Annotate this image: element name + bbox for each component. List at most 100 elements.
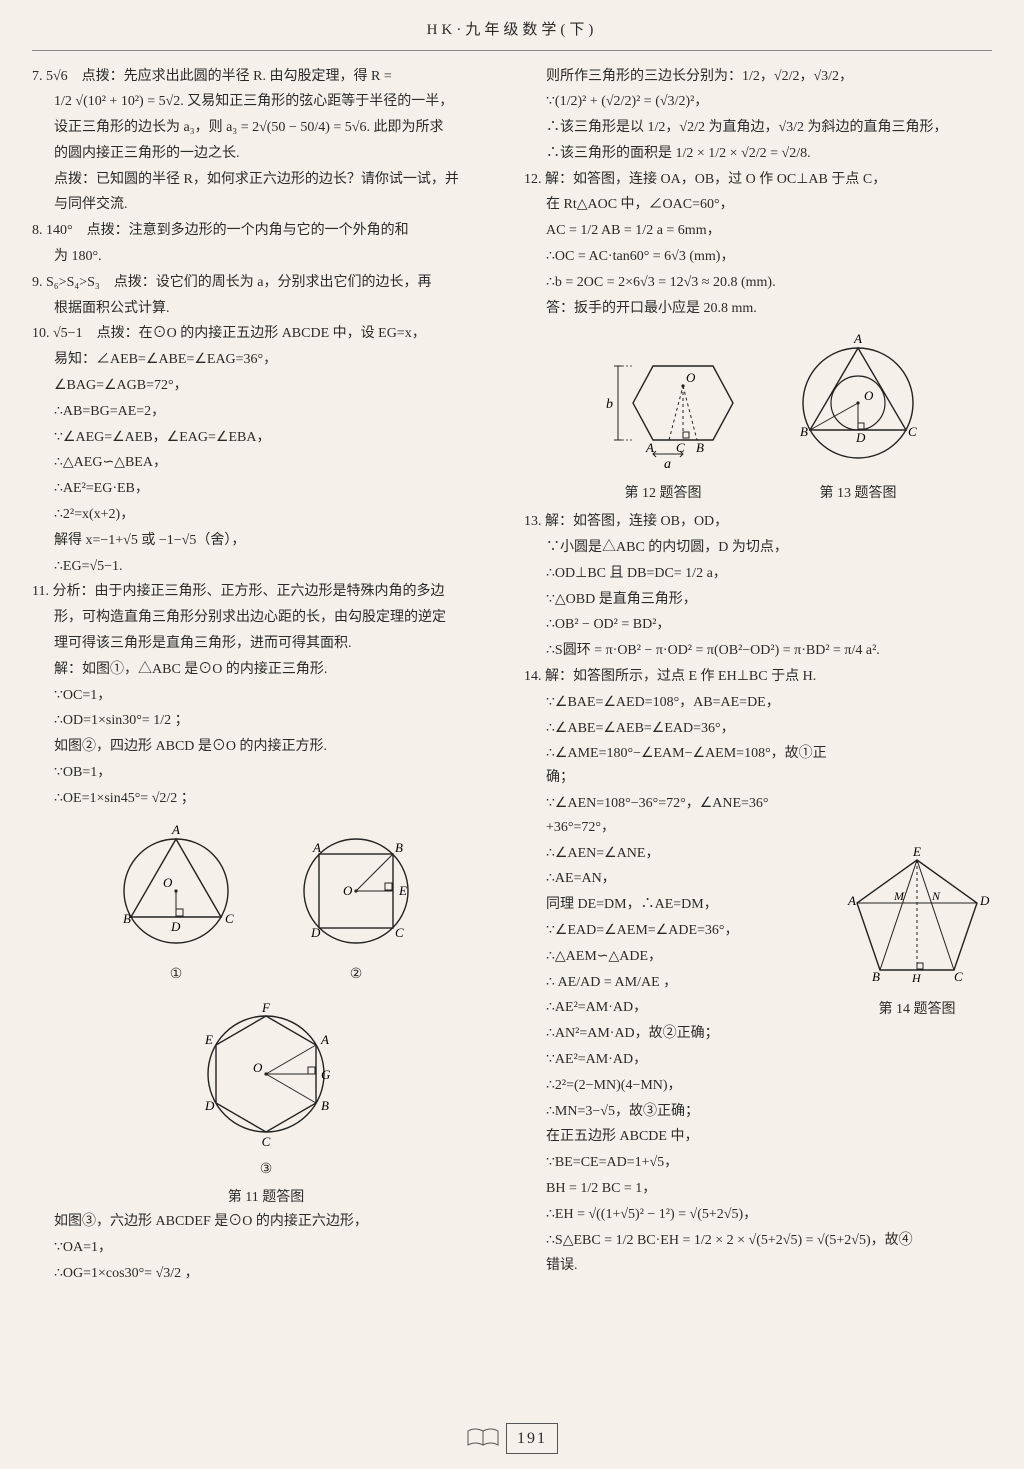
page-footer: 191 — [0, 1423, 1024, 1457]
svg-text:O: O — [163, 875, 173, 890]
q11-l7: 如图②，四边形 ABCD 是⊙O 的内接正方形. — [32, 735, 500, 759]
q12-l5: ∴b = 2OC = 2×6√3 = 12√3 ≈ 20.8 (mm). — [524, 271, 992, 295]
pre-l3: ∴该三角形是以 1/2，√2/2 为直角边，√3/2 为斜边的直角三角形， — [524, 116, 992, 140]
fig1-caption: ① — [101, 963, 251, 987]
pre-l4: ∴该三角形的面积是 1/2 × 1/2 × √2/2 = √2/8. — [524, 142, 992, 166]
content-columns: 7. 5√6 点拨：先应求出此圆的半径 R. 由勾股定理，得 R = 1/2 √… — [32, 65, 992, 1288]
svg-text:C: C — [676, 440, 685, 455]
fig3-caption: ③ — [181, 1158, 351, 1182]
q11-l4: 解：如图①，△ABC 是⊙O 的内接正三角形. — [32, 658, 500, 682]
q10-l4: ∴AB=BG=AE=2， — [32, 400, 500, 424]
svg-text:B: B — [395, 840, 403, 855]
q11-l12: ∴OG=1×cos30°= √3/2 ， — [32, 1262, 500, 1286]
q14-l1: 14. 解：如答图所示，过点 E 作 EH⊥BC 于点 H. — [524, 665, 832, 689]
q14-l16: ∴MN=3−√5，故③正确； — [524, 1100, 832, 1124]
q10-l9: 解得 x=−1+√5 或 −1−√5（舍）， — [32, 529, 500, 553]
svg-text:B: B — [696, 440, 704, 455]
q14-l14: ∵AE²=AM·AD， — [524, 1048, 832, 1072]
svg-text:A: A — [847, 893, 856, 908]
q8-l2: 为 180°. — [32, 245, 500, 269]
q11-l10: 如图③，六边形 ABCDEF 是⊙O 的内接正六边形， — [32, 1210, 500, 1234]
left-column: 7. 5√6 点拨：先应求出此圆的半径 R. 由勾股定理，得 R = 1/2 √… — [32, 65, 500, 1288]
q11-l8: ∵OB=1， — [32, 761, 500, 785]
q11-l9: ∴OE=1×sin45°= √2/2 ； — [32, 787, 500, 811]
q14-l18: ∵BE=CE=AD=1+√5， — [524, 1151, 992, 1175]
q11-l6: ∴OD=1×sin30°= 1/2 ； — [32, 709, 500, 733]
fig-pentagon: E A D B C M N H — [842, 845, 992, 985]
fig-circle-square: A B E C D O ② — [281, 819, 431, 987]
q8-l1: 8. 140° 点拨：注意到多边形的一个内角与它的一个外角的和 — [32, 219, 500, 243]
fig-row-r1: b a O A B C 第 12 题答图 — [524, 328, 992, 506]
svg-text:a: a — [664, 457, 671, 472]
q10-l10: ∴EG=√5−1. — [32, 555, 500, 579]
q14-l5: ∵∠AEN=108°−36°=72°，∠ANE=36°+36°=72°， — [524, 792, 832, 840]
q7-l6: 与同伴交流. — [32, 193, 500, 217]
right-column: 则所作三角形的三边长分别为：1/2，√2/2，√3/2， ∵(1/2)² + (… — [524, 65, 992, 1288]
svg-text:C: C — [954, 969, 963, 984]
svg-text:N: N — [931, 889, 941, 903]
q11-l1: 11. 分析：由于内接正三角形、正方形、正六边形是特殊内角的多边 — [32, 580, 500, 604]
q14-l15: ∴2²=(2−MN)(4−MN)， — [524, 1074, 832, 1098]
fig-row-1: A B C D O ① A B E — [32, 819, 500, 987]
q7-l1: 7. 5√6 点拨：先应求出此圆的半径 R. 由勾股定理，得 R = — [32, 65, 500, 89]
fig-hexagon-measure: b a O A B C 第 12 题答图 — [578, 328, 748, 506]
q7-l4: 的圆内接正三角形的一边之长. — [32, 142, 500, 166]
q11-l3: 理可得该三角形是直角三角形，进而可得其面积. — [32, 632, 500, 656]
q9-l1: 9. S₆>S₄>S₃ 点拨：设它们的周长为 a，分别求出它们的边长，再 — [32, 271, 500, 295]
q14-l11: ∴ AE/AD = AM/AE ， — [524, 971, 832, 995]
q14-l10: ∴△AEM∽△ADE， — [524, 945, 832, 969]
svg-text:O: O — [864, 388, 874, 403]
q10-l8: ∴2²=x(x+2)， — [32, 503, 500, 527]
svg-text:D: D — [979, 893, 990, 908]
svg-text:D: D — [855, 430, 866, 445]
fig12-caption: 第 12 题答图 — [578, 482, 748, 506]
svg-text:E: E — [912, 845, 921, 859]
fig-row-2: F A G B C D E O ③ — [32, 994, 500, 1182]
book-icon — [466, 1428, 500, 1448]
q14-l12: ∴AE²=AM·AD， — [524, 996, 832, 1020]
q13-l2: ∵小圆是△ABC 的内切圆，D 为切点， — [524, 536, 992, 560]
q11-l5: ∵OC=1， — [32, 684, 500, 708]
fig-triangle-two-circles: A B C D O 第 13 题答图 — [778, 328, 938, 506]
svg-text:M: M — [893, 889, 905, 903]
q13-l3: ∴OD⊥BC 且 DB=DC= 1/2 a， — [524, 562, 992, 586]
q10-l2: 易知：∠AEB=∠ABE=∠EAG=36°， — [32, 348, 500, 372]
q12-l6: 答：扳手的开口最小应是 20.8 mm. — [524, 297, 992, 321]
fig-pentagon-block: E A D B C M N H 第 14 题答图 — [842, 665, 992, 1125]
svg-text:A: A — [853, 331, 862, 346]
q11-figcap: 第 11 题答图 — [32, 1186, 500, 1210]
q9-l2: 根据面积公式计算. — [32, 297, 500, 321]
fig13-caption: 第 13 题答图 — [778, 482, 938, 506]
svg-text:G: G — [321, 1067, 331, 1082]
q10-l7: ∴AE²=EG·EB， — [32, 477, 500, 501]
svg-text:D: D — [170, 919, 181, 934]
q7-l3: 设正三角形的边长为 a₃，则 a₃ = 2√(50 − 50/4) = 5√6.… — [32, 116, 500, 140]
svg-text:E: E — [204, 1032, 213, 1047]
q14-l2: ∵∠BAE=∠AED=108°，AB=AE=DE， — [524, 691, 832, 715]
q12-l4: ∴OC = AC·tan60° = 6√3 (mm)， — [524, 245, 992, 269]
svg-text:B: B — [800, 424, 808, 439]
q7-l2: 1/2 √(10² + 10²) = 5√2. 又易知正三角形的弦心距等于半径的… — [32, 90, 500, 114]
q14-l19: BH = 1/2 BC = 1， — [524, 1177, 992, 1201]
q14-l20: ∴EH = √((1+√5)² − 1²) = √(5+2√5)， — [524, 1203, 992, 1227]
svg-text:A: A — [645, 440, 654, 455]
fig-circle-hexagon: F A G B C D E O ③ — [181, 994, 351, 1182]
q14-l6: ∴∠AEN=∠ANE， — [524, 842, 832, 866]
q14-l7: ∴AE=AN， — [524, 867, 832, 891]
svg-text:b: b — [606, 397, 613, 412]
q12-l2: 在 Rt△AOC 中，∠OAC=60°， — [524, 193, 992, 217]
q13-l6: ∴S圆环 = π·OB² − π·OD² = π(OB²−OD²) = π·BD… — [524, 639, 992, 663]
q10-l6: ∴△AEG∽△BEA， — [32, 451, 500, 475]
q14-l17: 在正五边形 ABCDE 中， — [524, 1125, 992, 1149]
fig14-caption: 第 14 题答图 — [842, 998, 992, 1022]
svg-text:E: E — [398, 883, 407, 898]
pre-l2: ∵(1/2)² + (√2/2)² = (√3/2)²， — [524, 90, 992, 114]
svg-text:B: B — [123, 911, 131, 926]
q10-l5: ∵∠AEG=∠AEB，∠EAG=∠EBA， — [32, 426, 500, 450]
svg-text:O: O — [343, 883, 353, 898]
q14-l9: ∵∠EAD=∠AEM=∠ADE=36°， — [524, 919, 832, 943]
svg-text:B: B — [321, 1098, 329, 1113]
svg-text:C: C — [225, 911, 234, 926]
svg-text:D: D — [204, 1098, 215, 1113]
svg-text:A: A — [312, 840, 321, 855]
